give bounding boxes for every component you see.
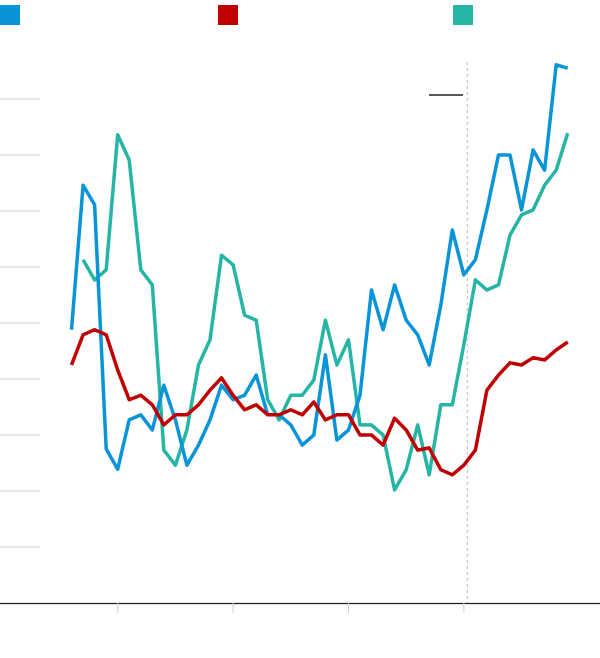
legend-swatch	[453, 5, 473, 25]
legend-swatch	[218, 5, 238, 25]
legend-swatch	[0, 5, 20, 25]
series-line	[69, 327, 569, 477]
series-line	[81, 132, 570, 492]
series-line	[69, 63, 569, 471]
